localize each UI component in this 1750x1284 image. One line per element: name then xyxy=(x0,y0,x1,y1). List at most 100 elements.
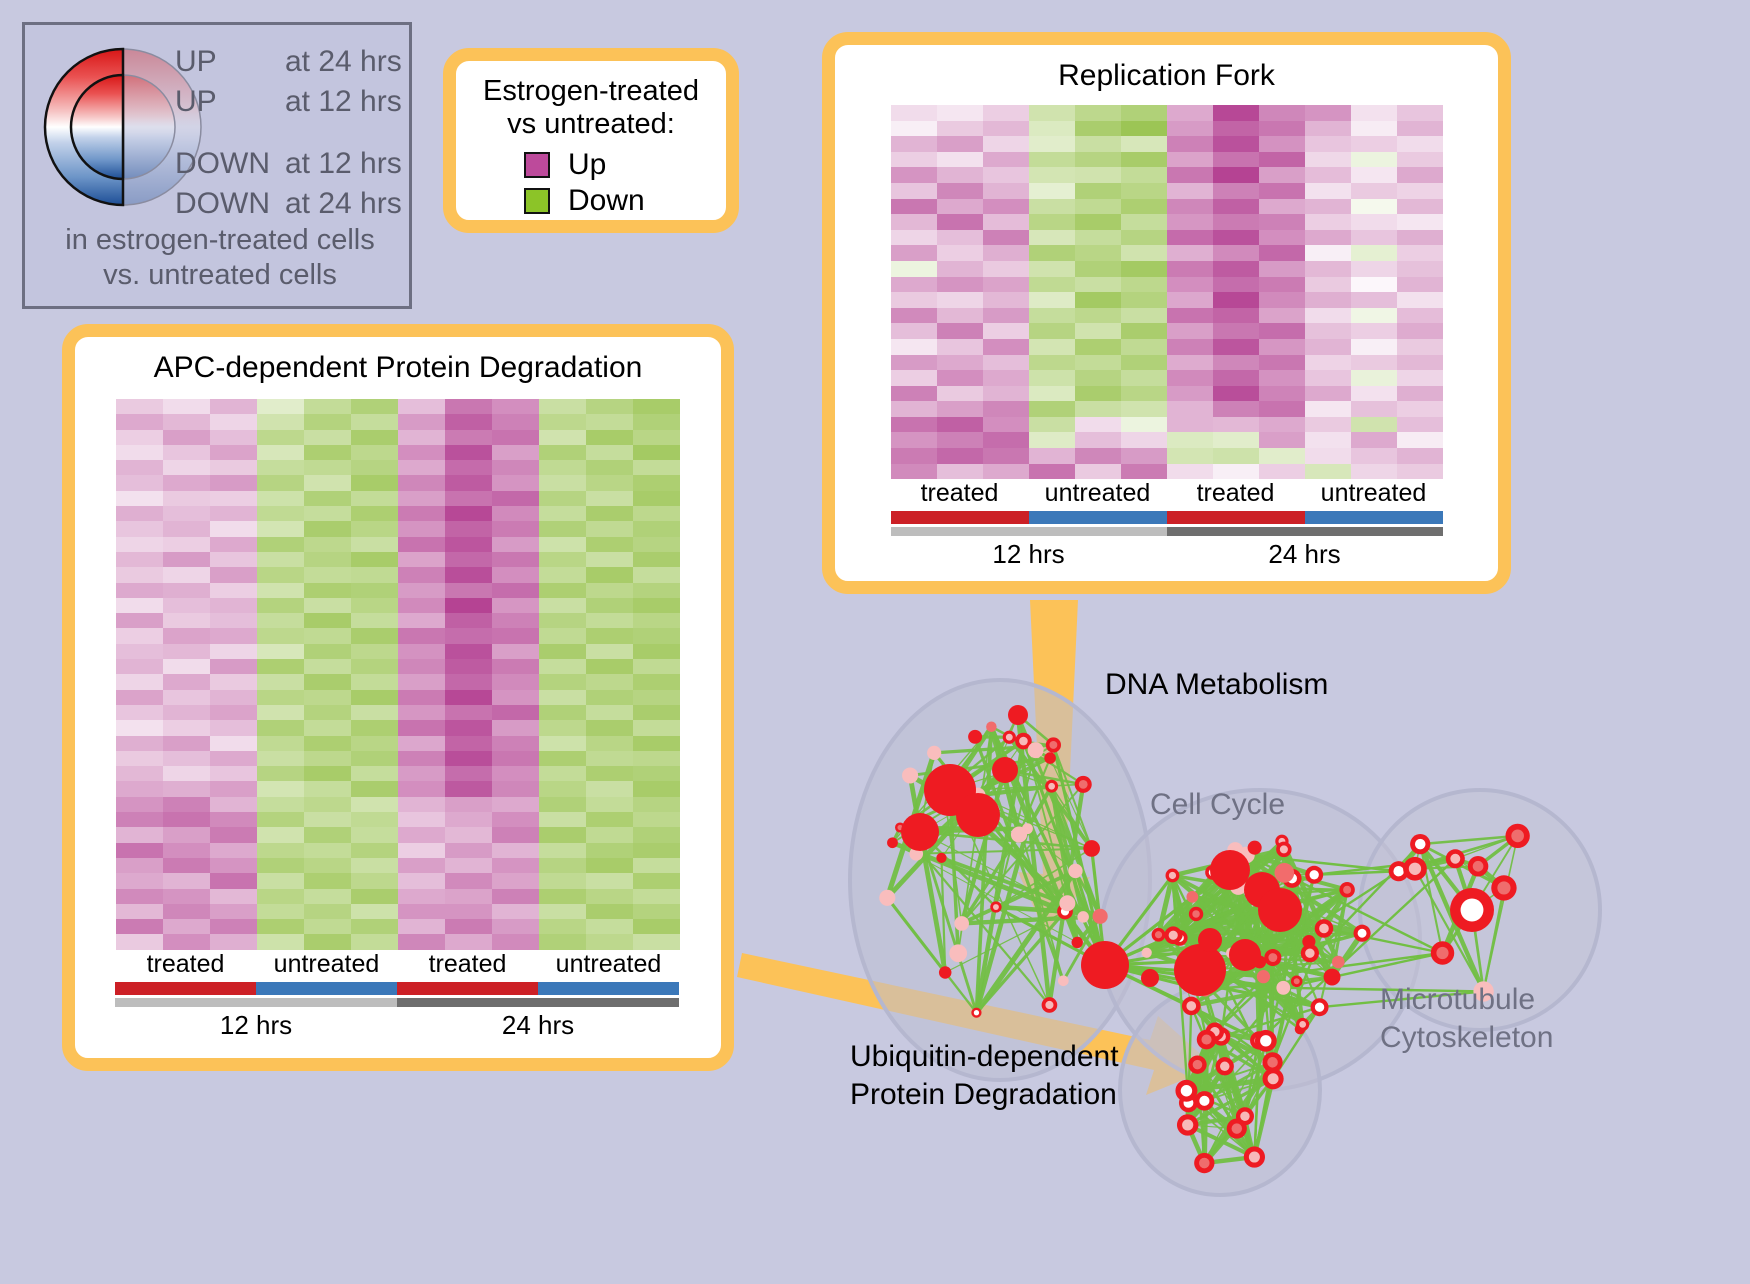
network-node[interactable] xyxy=(1248,841,1262,855)
network-node[interactable] xyxy=(927,746,941,760)
heatmap-row xyxy=(891,245,1443,261)
heatmap-cell xyxy=(1029,339,1075,355)
network-node[interactable] xyxy=(1141,969,1159,987)
network-node[interactable] xyxy=(1011,826,1027,842)
heatmap-cell xyxy=(351,552,398,567)
network-node[interactable] xyxy=(986,722,997,733)
time-label: 24 hrs xyxy=(1167,539,1443,570)
heatmap-cell xyxy=(1259,199,1305,215)
heatmap-cell xyxy=(937,167,983,183)
network-node[interactable] xyxy=(901,813,939,851)
heatmap-cell xyxy=(1167,245,1213,261)
heatmap-cell xyxy=(492,475,539,490)
heatmap-cell xyxy=(1259,339,1305,355)
heatmap-cell xyxy=(586,705,633,720)
network-node[interactable] xyxy=(949,944,967,962)
heatmap-cell xyxy=(492,919,539,934)
heatmap-cell xyxy=(1397,339,1443,355)
network-node[interactable] xyxy=(1058,975,1069,986)
heatmap-cell xyxy=(351,766,398,781)
heatmap-cell xyxy=(351,460,398,475)
heatmap-cell xyxy=(445,598,492,613)
network-node[interactable] xyxy=(1068,864,1082,878)
heatmap-cell xyxy=(351,736,398,751)
network-node[interactable] xyxy=(992,757,1018,783)
heatmap-cell xyxy=(257,705,304,720)
heatmap-cell xyxy=(492,659,539,674)
network-node[interactable] xyxy=(1083,840,1100,857)
heatmap-cell xyxy=(1167,370,1213,386)
network-node[interactable] xyxy=(954,916,969,931)
heatmap-cell xyxy=(1397,355,1443,371)
heatmap-cell xyxy=(398,873,445,888)
network-node[interactable] xyxy=(1081,941,1129,989)
heatmap-cell xyxy=(586,552,633,567)
network-node[interactable] xyxy=(1072,937,1083,948)
network-node[interactable] xyxy=(1276,981,1290,995)
network-node[interactable] xyxy=(1044,752,1056,764)
heatmap-cell xyxy=(1305,308,1351,324)
heatmap-cell xyxy=(539,567,586,582)
network-node[interactable] xyxy=(902,767,918,783)
heatmap-cell xyxy=(210,399,257,414)
heatmap-cell xyxy=(1305,386,1351,402)
network-node[interactable] xyxy=(939,966,952,979)
network-node[interactable] xyxy=(1229,939,1261,971)
network-node[interactable] xyxy=(1008,705,1028,725)
network-node[interactable] xyxy=(1093,909,1108,924)
network-node[interactable] xyxy=(879,890,895,906)
heatmap-cell xyxy=(1029,167,1075,183)
network-node[interactable] xyxy=(887,837,898,848)
heatmap-cell xyxy=(1075,277,1121,293)
heatmap-cell xyxy=(351,414,398,429)
network-node[interactable] xyxy=(1275,863,1295,883)
network-node[interactable] xyxy=(1258,888,1302,932)
network-node[interactable] xyxy=(1028,742,1044,758)
network-node[interactable] xyxy=(1257,970,1270,983)
heatmap-cell xyxy=(1213,152,1259,168)
heatmap-cell xyxy=(586,598,633,613)
network-node[interactable] xyxy=(1186,891,1198,903)
heatmap-cell xyxy=(304,445,351,460)
network-node[interactable] xyxy=(956,793,1000,837)
network-node-core xyxy=(1232,1123,1242,1133)
heatmap-cell xyxy=(257,751,304,766)
network-node[interactable] xyxy=(1324,969,1341,986)
heatmap-cell xyxy=(586,644,633,659)
heatmap-row xyxy=(891,214,1443,230)
network-node[interactable] xyxy=(1210,850,1250,890)
heatmap-cell xyxy=(1305,121,1351,137)
heatmap-cell xyxy=(539,736,586,751)
heatmap-cell xyxy=(891,183,937,199)
heatmap-cell xyxy=(1075,136,1121,152)
heatmap-cell xyxy=(539,934,586,949)
color-key-labels: UP at 24 hrs UP at 12 hrs DOWN at 12 hrs… xyxy=(175,45,413,227)
heatmap-cell xyxy=(633,445,680,460)
heatmap-cell xyxy=(937,136,983,152)
network-node[interactable] xyxy=(936,853,946,863)
network-node[interactable] xyxy=(1059,895,1075,911)
heatmap-cell xyxy=(1351,292,1397,308)
network-node[interactable] xyxy=(1174,944,1226,996)
network-node[interactable] xyxy=(1198,928,1222,952)
network-node[interactable] xyxy=(1077,911,1088,922)
network-node[interactable] xyxy=(1142,948,1152,958)
heatmap-cell xyxy=(1121,214,1167,230)
network-node[interactable] xyxy=(1332,956,1345,969)
heatmap-cell xyxy=(257,583,304,598)
heatmap-cell xyxy=(492,873,539,888)
network-node[interactable] xyxy=(968,730,982,744)
heatmap-cell xyxy=(116,812,163,827)
heatmap-cell xyxy=(257,797,304,812)
heatmap-cell xyxy=(445,475,492,490)
heatmap-cell xyxy=(445,644,492,659)
heatmap-cell xyxy=(891,401,937,417)
swatch-up-icon xyxy=(524,152,550,178)
network-node[interactable] xyxy=(1302,935,1315,948)
heatmap-cell xyxy=(1167,261,1213,277)
heatmap-cell xyxy=(633,873,680,888)
heatmap-cell xyxy=(1213,277,1259,293)
heatmap-cell xyxy=(304,843,351,858)
heatmap-cell xyxy=(586,583,633,598)
heatmap-cell xyxy=(351,644,398,659)
